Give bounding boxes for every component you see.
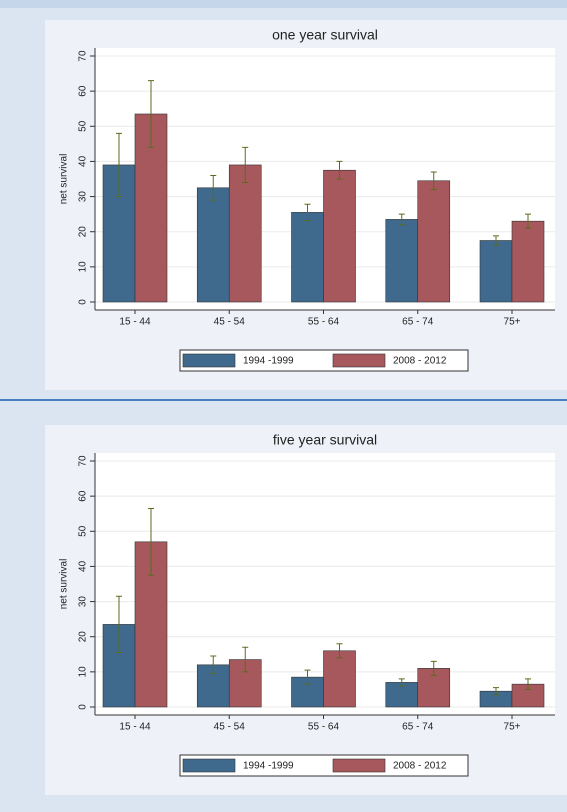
legend-label: 2008 - 2012 [393, 761, 447, 772]
error-bar [398, 678, 405, 687]
error-bar [148, 507, 154, 576]
header-band [0, 0, 567, 8]
bar [323, 650, 356, 708]
legend-box [179, 754, 469, 777]
error-bar [242, 146, 249, 184]
legend-swatch [332, 758, 386, 773]
y-tick-label: 30 [78, 596, 89, 608]
error-bar [210, 655, 217, 675]
bar [479, 240, 513, 303]
chart-title: five year survival [273, 432, 377, 448]
x-tick-label: 55 - 64 [308, 317, 340, 328]
x-tick-label: 15 - 44 [119, 317, 151, 328]
y-tick-label: 70 [78, 50, 89, 62]
y-tick-label: 20 [78, 631, 89, 643]
y-tick-label: 50 [78, 120, 89, 132]
legend-swatch [182, 353, 236, 368]
x-tick-label: 65 - 74 [402, 317, 434, 328]
x-tick-label: 15 - 44 [119, 722, 151, 733]
y-tick-label: 50 [78, 525, 89, 537]
error-bar [116, 595, 122, 654]
y-tick-label: 10 [78, 261, 89, 273]
bar [511, 220, 545, 303]
error-bar [210, 174, 217, 201]
legend-label: 2008 - 2012 [393, 356, 447, 367]
y-axis-label: net survival [59, 559, 70, 610]
error-bar [242, 646, 249, 673]
error-bar [493, 235, 499, 246]
error-bar [304, 203, 311, 221]
bar [196, 187, 230, 303]
x-tick-label: 45 - 54 [214, 722, 246, 733]
bar [385, 219, 419, 303]
bar [291, 212, 324, 303]
error-bar [430, 171, 437, 191]
legend-swatch [332, 353, 386, 368]
x-tick-label: 55 - 64 [308, 722, 340, 733]
error-bar [398, 213, 405, 226]
legend-label: 1994 -1999 [243, 356, 294, 367]
error-bar [336, 160, 343, 180]
legend-label: 1994 -1999 [243, 761, 294, 772]
y-tick-label: 20 [78, 226, 89, 238]
error-bar [304, 669, 311, 685]
error-bar [525, 213, 531, 229]
legend-swatch [182, 758, 236, 773]
x-tick-label: 75+ [504, 722, 521, 733]
y-tick-label: 30 [78, 191, 89, 203]
bar [385, 682, 419, 708]
y-axis-label: net survival [59, 154, 70, 205]
x-tick-label: 45 - 54 [214, 317, 246, 328]
y-tick-label: 60 [78, 85, 89, 97]
error-bar [525, 678, 531, 690]
error-bar [336, 643, 343, 659]
bar [323, 169, 356, 303]
y-tick-label: 70 [78, 455, 89, 467]
y-tick-label: 60 [78, 490, 89, 502]
y-tick-label: 40 [78, 155, 89, 167]
y-tick-label: 0 [78, 704, 89, 710]
bar [417, 180, 451, 303]
legend-box [179, 349, 469, 372]
y-tick-label: 40 [78, 560, 89, 572]
error-bar [493, 687, 499, 696]
error-bar [116, 132, 122, 198]
y-tick-label: 0 [78, 299, 89, 305]
error-bar [430, 660, 437, 676]
error-bar [148, 80, 154, 148]
x-tick-label: 75+ [504, 317, 521, 328]
y-tick-label: 10 [78, 666, 89, 678]
chart-title: one year survival [272, 27, 378, 43]
bar [228, 164, 262, 303]
x-tick-label: 65 - 74 [402, 722, 434, 733]
